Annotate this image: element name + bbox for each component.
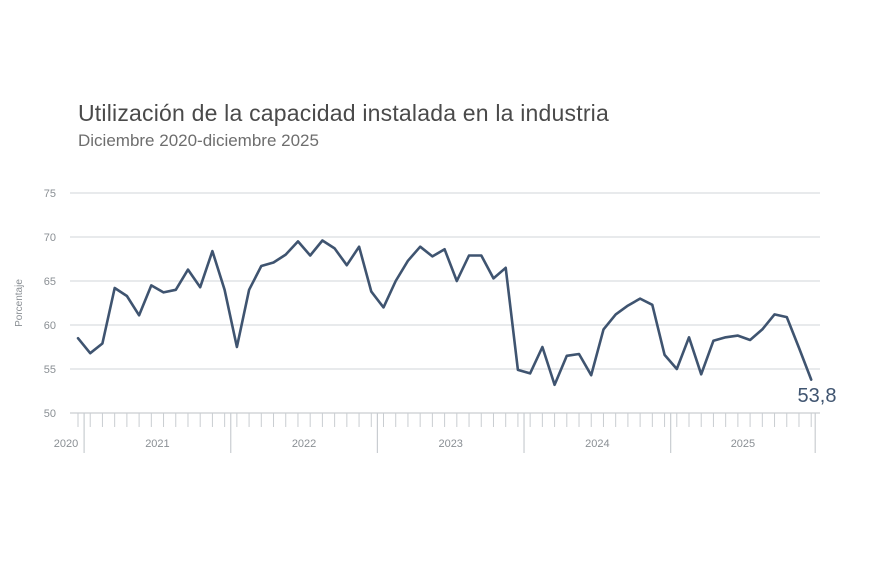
x-year-label: 2021	[145, 438, 169, 450]
y-tick-label: 55	[44, 364, 56, 376]
y-tick-label: 70	[44, 232, 56, 244]
y-tick-label: 75	[44, 188, 56, 200]
last-value-label: 53,8	[798, 385, 837, 407]
x-year-label: 2022	[292, 438, 316, 450]
y-tick-label: 60	[44, 320, 56, 332]
chart-subtitle: Diciembre 2020-diciembre 2025	[78, 131, 319, 150]
x-year-label: 2023	[438, 438, 462, 450]
x-year-label: 2020	[54, 438, 78, 450]
y-axis-label: Porcentaje	[14, 279, 25, 327]
x-year-label: 2025	[731, 438, 755, 450]
y-tick-label: 50	[44, 408, 56, 420]
chart-title: Utilización de la capacidad instalada en…	[78, 100, 609, 126]
y-tick-label: 65	[44, 276, 56, 288]
x-year-label: 2024	[585, 438, 609, 450]
series-line	[76, 239, 813, 387]
